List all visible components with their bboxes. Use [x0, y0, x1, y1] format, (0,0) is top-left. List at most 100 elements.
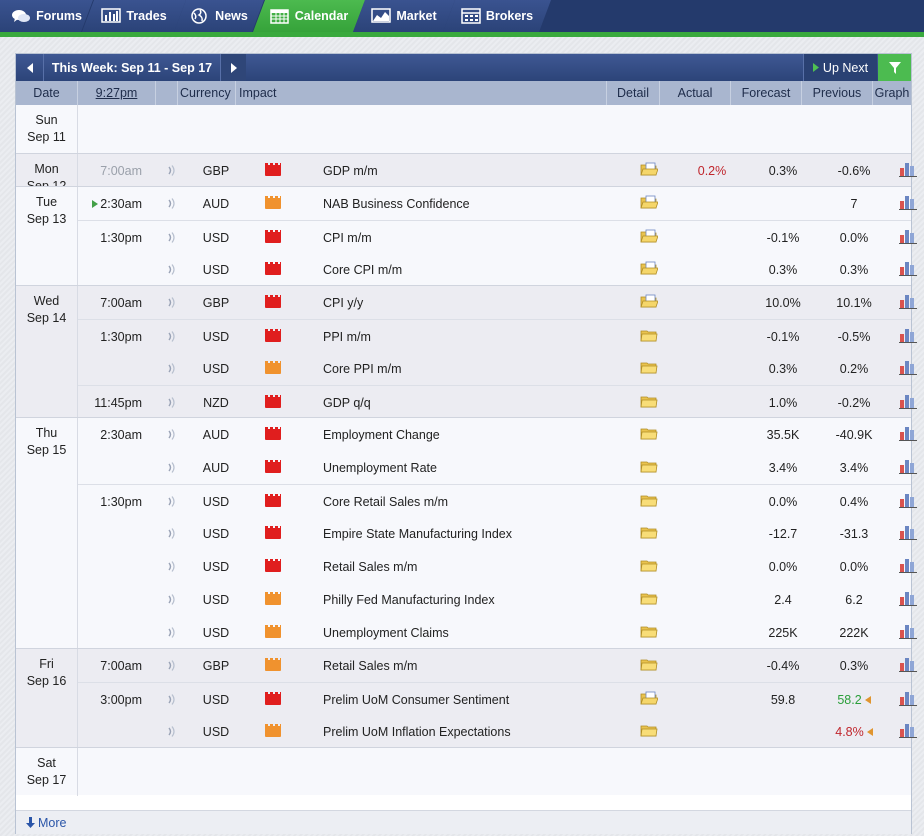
event-row[interactable]: 1:30pm USD PPI m/m -0.1% -0.5%: [78, 319, 917, 352]
event-row[interactable]: 2:30am AUD Employment Change 35.5K -40.9K: [78, 418, 917, 451]
detail-button[interactable]: [640, 493, 658, 510]
event-row[interactable]: 1:30pm USD Core Retail Sales m/m 0.0% 0.4%: [78, 484, 917, 517]
event-row[interactable]: USD Retail Sales m/m 0.0% 0.0%: [78, 550, 917, 583]
nav-tab-trades[interactable]: Trades: [82, 0, 186, 32]
graph-button[interactable]: [899, 327, 917, 346]
graph-button[interactable]: [899, 359, 917, 378]
medium-impact-icon[interactable]: [265, 361, 281, 374]
detail-button[interactable]: [640, 360, 658, 377]
event-row[interactable]: 1:30pm USD CPI m/m -0.1% 0.0%: [78, 220, 917, 253]
event-row[interactable]: USD Core CPI m/m 0.3% 0.3%: [78, 253, 917, 286]
event-name[interactable]: Retail Sales m/m: [323, 658, 418, 673]
graph-button[interactable]: [899, 393, 917, 412]
event-row[interactable]: 11:45pm NZD GDP q/q 1.0% -0.2%: [78, 385, 917, 418]
filter-button[interactable]: [878, 54, 911, 81]
event-row[interactable]: 3:00pm USD Prelim UoM Consumer Sentiment 59…: [78, 682, 917, 715]
graph-button[interactable]: [899, 161, 917, 180]
graph-button[interactable]: [899, 492, 917, 511]
event-row[interactable]: 7:00am GBP GDP m/m 0.2% 0.3% -0.6%: [78, 154, 917, 187]
graph-button[interactable]: [899, 260, 917, 279]
detail-button[interactable]: [640, 229, 659, 246]
week-title[interactable]: This Week: Sep 11 - Sep 17: [51, 60, 213, 75]
nav-tab-calendar[interactable]: Calendar: [253, 0, 365, 32]
graph-button[interactable]: [899, 425, 917, 444]
event-name[interactable]: CPI y/y: [323, 295, 364, 310]
medium-impact-icon[interactable]: [265, 658, 281, 671]
high-impact-icon[interactable]: [265, 692, 281, 705]
high-impact-icon[interactable]: [265, 526, 281, 539]
high-impact-icon[interactable]: [265, 230, 281, 243]
current-time-link[interactable]: 9:27pm: [95, 86, 138, 100]
graph-button[interactable]: [899, 524, 917, 543]
high-impact-icon[interactable]: [265, 427, 281, 440]
medium-impact-icon[interactable]: [265, 196, 281, 209]
medium-impact-icon[interactable]: [265, 592, 281, 605]
detail-button[interactable]: [640, 591, 658, 608]
event-name[interactable]: Empire State Manufacturing Index: [323, 526, 512, 541]
event-name[interactable]: Prelim UoM Consumer Sentiment: [323, 692, 510, 707]
high-impact-icon[interactable]: [265, 329, 281, 342]
event-name[interactable]: Philly Fed Manufacturing Index: [323, 592, 495, 607]
event-name[interactable]: GDP m/m: [323, 163, 378, 178]
graph-button[interactable]: [899, 194, 917, 213]
detail-button[interactable]: [640, 558, 658, 575]
detail-button[interactable]: [640, 691, 659, 708]
nav-tab-forums[interactable]: Forums: [0, 0, 93, 32]
graph-button[interactable]: [899, 656, 917, 675]
event-name[interactable]: Unemployment Rate: [323, 460, 437, 475]
graph-button[interactable]: [899, 590, 917, 609]
graph-button[interactable]: [899, 458, 917, 477]
graph-button[interactable]: [899, 623, 917, 642]
graph-button[interactable]: [899, 690, 917, 709]
event-row[interactable]: AUD Unemployment Rate 3.4% 3.4%: [78, 451, 917, 484]
medium-impact-icon[interactable]: [265, 625, 281, 638]
event-name[interactable]: Core Retail Sales m/m: [323, 494, 449, 509]
event-row[interactable]: 7:00am GBP Retail Sales m/m -0.4% 0.3%: [78, 649, 917, 682]
detail-button[interactable]: [640, 723, 658, 740]
up-next-button[interactable]: Up Next: [803, 54, 877, 81]
detail-button[interactable]: [640, 328, 658, 345]
detail-button[interactable]: [640, 195, 659, 212]
high-impact-icon[interactable]: [265, 460, 281, 473]
detail-button[interactable]: [640, 261, 659, 278]
high-impact-icon[interactable]: [265, 295, 281, 308]
event-row[interactable]: USD Philly Fed Manufacturing Index 2.4 6.2: [78, 583, 917, 616]
nav-tab-market[interactable]: Market: [353, 0, 455, 32]
high-impact-icon[interactable]: [265, 395, 281, 408]
graph-button[interactable]: [899, 228, 917, 247]
graph-button[interactable]: [899, 557, 917, 576]
high-impact-icon[interactable]: [265, 494, 281, 507]
graph-button[interactable]: [899, 293, 917, 312]
detail-button[interactable]: [640, 394, 658, 411]
detail-button[interactable]: [640, 525, 658, 542]
event-row[interactable]: USD Prelim UoM Inflation Expectations 4.8%: [78, 715, 917, 748]
revised-flag-icon[interactable]: [866, 727, 873, 736]
event-name[interactable]: GDP q/q: [323, 395, 371, 410]
event-name[interactable]: Core PPI m/m: [323, 361, 402, 376]
event-name[interactable]: Retail Sales m/m: [323, 559, 418, 574]
nav-tab-news[interactable]: News: [174, 0, 264, 32]
previous-week-button[interactable]: [16, 54, 44, 81]
high-impact-icon[interactable]: [265, 559, 281, 572]
event-name[interactable]: Prelim UoM Inflation Expectations: [323, 724, 511, 739]
high-impact-icon[interactable]: [265, 163, 281, 176]
revised-flag-icon[interactable]: [864, 695, 871, 704]
event-row[interactable]: USD Core PPI m/m 0.3% 0.2%: [78, 352, 917, 385]
event-name[interactable]: Core CPI m/m: [323, 262, 403, 277]
event-row[interactable]: 7:00am GBP CPI y/y 10.0% 10.1%: [78, 286, 917, 319]
event-name[interactable]: CPI m/m: [323, 230, 372, 245]
detail-button[interactable]: [640, 459, 658, 476]
event-name[interactable]: NAB Business Confidence: [323, 196, 470, 211]
next-week-button[interactable]: [220, 54, 246, 81]
detail-button[interactable]: [640, 162, 659, 179]
event-name[interactable]: PPI m/m: [323, 329, 371, 344]
event-name[interactable]: Unemployment Claims: [323, 625, 449, 640]
event-row[interactable]: USD Unemployment Claims 225K 222K: [78, 616, 917, 649]
event-row[interactable]: 2:30am AUD NAB Business Confidence 7: [78, 187, 917, 220]
high-impact-icon[interactable]: [265, 262, 281, 275]
event-row[interactable]: USD Empire State Manufacturing Index -12.7…: [78, 517, 917, 550]
graph-button[interactable]: [899, 722, 917, 741]
nav-tab-brokers[interactable]: Brokers: [443, 0, 551, 32]
medium-impact-icon[interactable]: [265, 724, 281, 737]
detail-button[interactable]: [640, 657, 658, 674]
